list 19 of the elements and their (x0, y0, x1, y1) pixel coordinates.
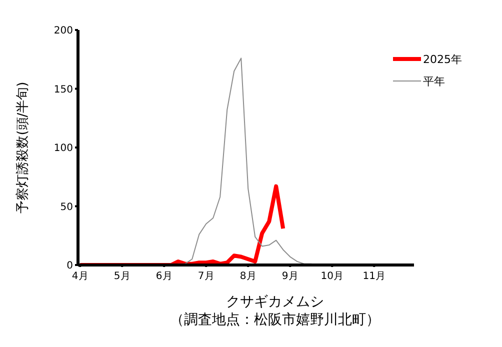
x-tick-label: 9月 (282, 271, 298, 282)
x-tick-label: 11月 (362, 271, 386, 282)
y-tick-label: 50 (60, 202, 73, 213)
x-tick-label: 8月 (240, 271, 256, 282)
y-tick-label: 0 (66, 260, 73, 272)
x-tick-label: 7月 (198, 271, 214, 282)
y-axis-title: 予察灯誘殺数(頭/半旬) (14, 82, 31, 214)
legend-label: 平年 (423, 74, 445, 88)
y-tick-label: 200 (54, 26, 73, 37)
line-series (78, 184, 286, 265)
y-tick-label: 100 (54, 143, 73, 154)
y-tick-label: 150 (54, 84, 73, 96)
x-axis-title: クサギカメムシ (225, 293, 325, 311)
text: （調査地点：松阪市嬉野川北町） (169, 311, 381, 329)
x-tick-label: 6月 (156, 271, 172, 282)
x-tick-label: 5月 (114, 271, 130, 282)
x-tick-label: 10月 (320, 271, 344, 282)
x-tick-label: 4月 (72, 271, 88, 282)
legend-label: 2025年 (423, 52, 462, 66)
